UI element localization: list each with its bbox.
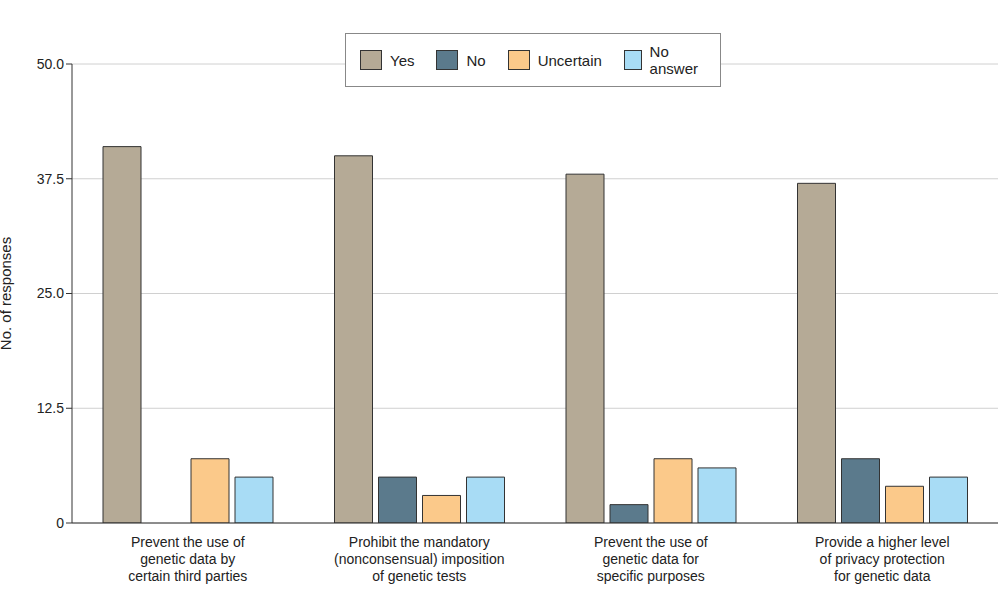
svg-text:0: 0 [56, 515, 64, 531]
html-text:No answer: No answer [649, 43, 698, 77]
html-text:Uncertain: Uncertain [537, 51, 602, 69]
html-text:Yes: Yes [390, 51, 415, 69]
svg-text:Provide a higher levelof priva: Provide a higher levelof privacy protect… [815, 534, 950, 584]
svg-text:No. of responses: No. of responses [8, 237, 14, 350]
svg-text:50.0: 50.0 [37, 56, 64, 72]
svg-text:37.5: 37.5 [37, 171, 64, 187]
svg-text:Prevent the use ofgenetic data: Prevent the use ofgenetic data bycertain… [128, 534, 247, 584]
svg-text:25.0: 25.0 [37, 285, 64, 301]
svg-text:12.5: 12.5 [37, 400, 64, 416]
svg-text:Prohibit the mandatory(noncons: Prohibit the mandatory(nonconsensual) im… [334, 534, 504, 584]
html-text:No: No [466, 51, 486, 69]
svg-text:Prevent the use ofgenetic data: Prevent the use ofgenetic data forspecif… [594, 534, 708, 584]
